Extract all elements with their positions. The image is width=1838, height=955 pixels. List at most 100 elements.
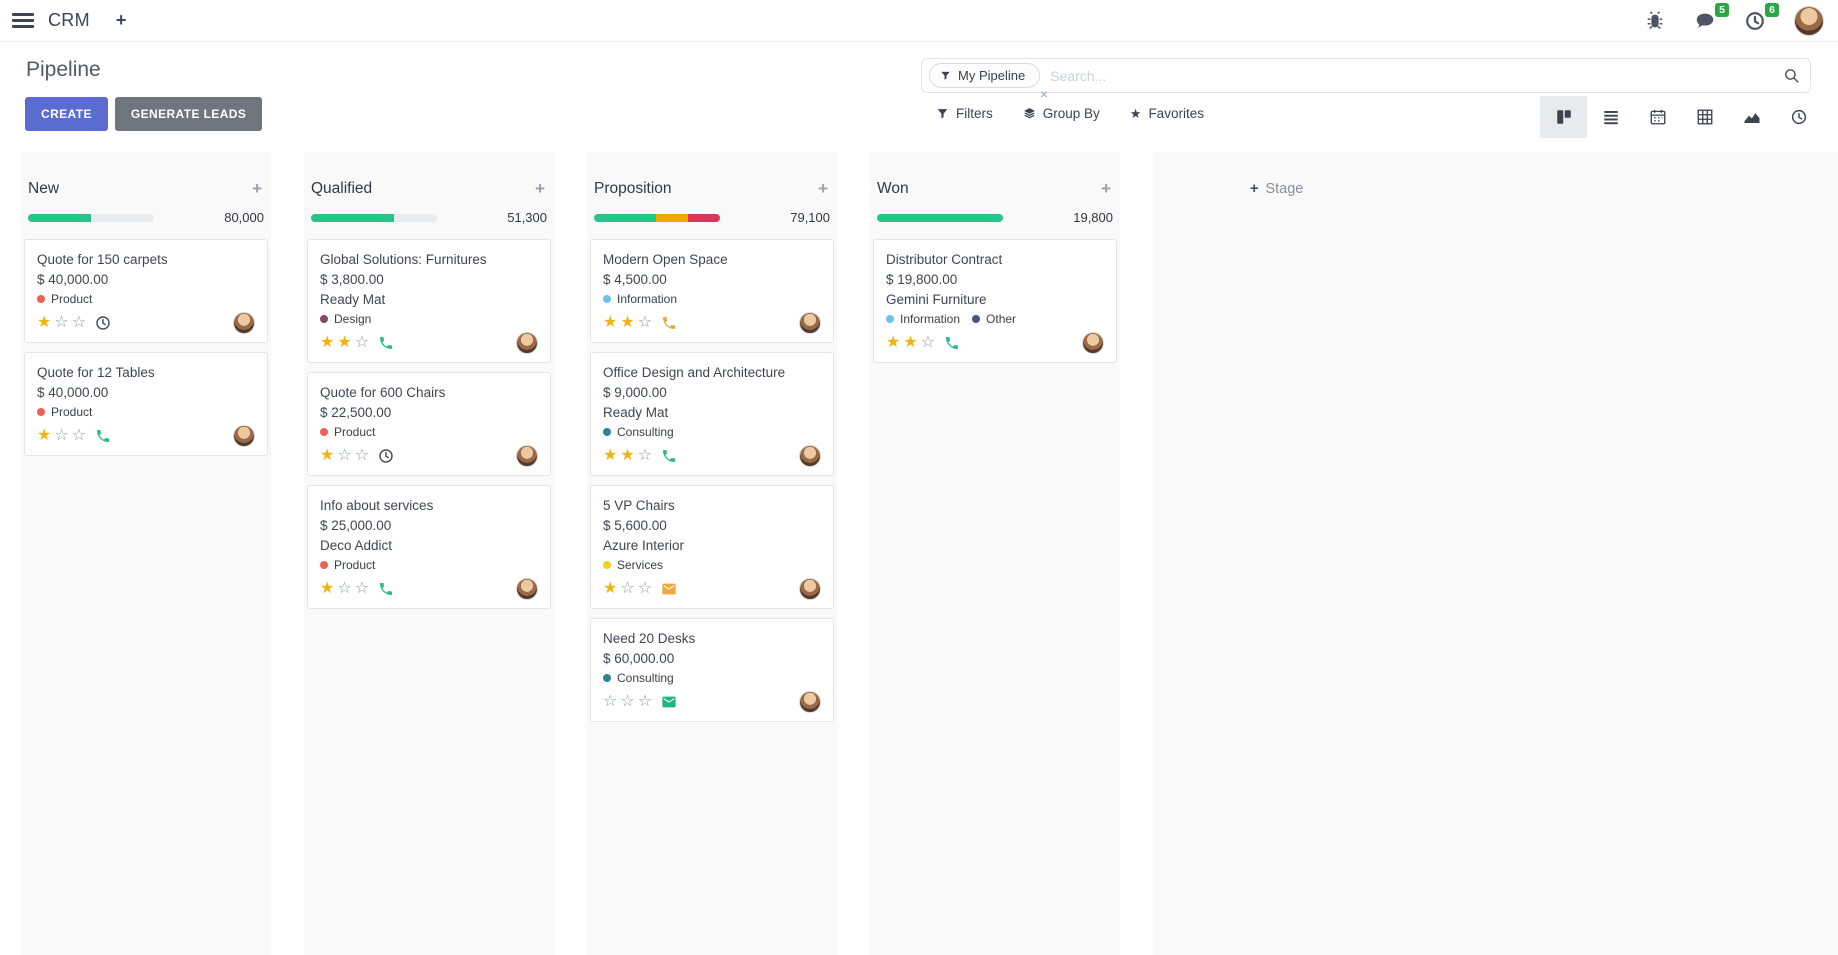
messages-icon[interactable]: 5 [1694,2,1729,32]
star-icon[interactable]: ☆ [637,693,653,710]
stage-progressbar[interactable] [28,213,154,222]
priority-stars[interactable]: ★ ☆ ☆ [603,580,652,598]
progress-segment[interactable] [91,213,154,222]
search-bar[interactable]: My Pipeline × [921,58,1811,101]
star-icon[interactable]: ★ [603,447,618,464]
clock-icon[interactable] [95,315,111,331]
envelope-icon[interactable] [661,694,677,710]
new-record-icon[interactable]: + [115,10,127,30]
star-icon[interactable]: ☆ [354,334,370,351]
star-icon[interactable]: ★ [886,334,901,351]
add-stage-button[interactable]: + Stage [1250,181,1303,197]
search-facet-my-pipeline[interactable]: My Pipeline [929,63,1041,88]
phone-icon[interactable] [661,315,677,331]
stage-progressbar[interactable] [877,213,1003,222]
kanban-card[interactable]: Info about services $ 25,000.00 Deco Add… [307,485,551,609]
kanban-card[interactable]: Quote for 150 carpets $ 40,000.00 Produc… [24,239,268,343]
priority-stars[interactable]: ★ ★ ☆ [320,334,369,352]
progress-segment[interactable] [688,213,720,222]
progress-segment[interactable] [394,213,437,222]
star-icon[interactable]: ★ [320,580,335,597]
kanban-card[interactable]: Quote for 12 Tables $ 40,000.00 Product … [24,352,268,456]
star-icon[interactable]: ★ [903,334,918,351]
add-record-icon[interactable]: + [818,179,828,198]
user-avatar[interactable] [1794,5,1824,36]
app-name[interactable]: CRM [48,10,90,30]
star-icon[interactable]: ☆ [337,580,352,597]
star-icon[interactable]: ☆ [637,580,653,597]
progress-segment[interactable] [311,213,395,222]
add-record-icon[interactable]: + [1101,179,1111,198]
bug-icon[interactable] [1644,10,1666,32]
star-icon[interactable]: ☆ [920,334,936,351]
star-icon[interactable]: ★ [320,334,335,351]
kanban-view-button[interactable] [1540,96,1587,138]
kanban-card[interactable]: Quote for 600 Chairs $ 22,500.00 Product… [307,372,551,476]
activity-view-button[interactable] [1775,96,1822,138]
graph-view-button[interactable] [1728,96,1775,138]
clock-icon[interactable] [378,448,394,464]
salesperson-avatar[interactable] [799,312,821,334]
priority-stars[interactable]: ★ ☆ ☆ [320,447,369,465]
priority-stars[interactable]: ★ ☆ ☆ [320,580,369,598]
salesperson-avatar[interactable] [516,578,538,600]
activities-clock-icon[interactable]: 6 [1744,2,1779,32]
progress-segment[interactable] [594,213,656,222]
phone-icon[interactable] [944,335,960,351]
phone-icon[interactable] [378,335,394,351]
search-icon[interactable] [1783,67,1800,84]
star-icon[interactable]: ☆ [71,427,87,444]
salesperson-avatar[interactable] [233,425,255,447]
calendar-view-button[interactable] [1634,96,1681,138]
progress-segment[interactable] [28,213,91,222]
phone-icon[interactable] [661,448,677,464]
salesperson-avatar[interactable] [799,578,821,600]
add-record-icon[interactable]: + [535,179,545,198]
priority-stars[interactable]: ★ ★ ☆ [603,447,652,465]
star-icon[interactable]: ☆ [354,447,370,464]
star-icon[interactable]: ☆ [54,427,69,444]
salesperson-avatar[interactable] [799,691,821,713]
kanban-card[interactable]: Global Solutions: Furnitures $ 3,800.00 … [307,239,551,363]
favorites-button[interactable]: ★ Favorites [1130,106,1204,121]
salesperson-avatar[interactable] [516,445,538,467]
salesperson-avatar[interactable] [1082,332,1104,354]
star-icon[interactable]: ☆ [71,314,87,331]
facet-remove-icon[interactable]: × [1040,86,1049,102]
stage-progressbar[interactable] [311,213,437,222]
star-icon[interactable]: ☆ [354,580,370,597]
star-icon[interactable]: ☆ [637,314,653,331]
progress-segment[interactable] [877,213,1003,222]
salesperson-avatar[interactable] [516,332,538,354]
pivot-view-button[interactable] [1681,96,1728,138]
progress-segment[interactable] [655,213,689,222]
star-icon[interactable]: ☆ [337,447,352,464]
phone-icon[interactable] [378,581,394,597]
kanban-card[interactable]: Distributor Contract $ 19,800.00 Gemini … [873,239,1117,363]
star-icon[interactable]: ★ [603,580,618,597]
star-icon[interactable]: ★ [320,447,335,464]
phone-icon[interactable] [95,428,111,444]
create-button[interactable]: CREATE [25,97,108,131]
filters-button[interactable]: Filters [936,106,993,121]
star-icon[interactable]: ★ [337,334,352,351]
star-icon[interactable]: ☆ [603,693,618,710]
search-input[interactable] [1050,67,1783,84]
star-icon[interactable]: ☆ [620,580,635,597]
list-view-button[interactable] [1587,96,1634,138]
priority-stars[interactable]: ★ ★ ☆ [886,334,935,352]
star-icon[interactable]: ★ [37,427,52,444]
kanban-card[interactable]: Need 20 Desks $ 60,000.00 Consulting ☆ ☆… [590,618,834,722]
star-icon[interactable]: ★ [620,447,635,464]
kanban-card[interactable]: Office Design and Architecture $ 9,000.0… [590,352,834,476]
stage-progressbar[interactable] [594,213,720,222]
envelope-icon[interactable] [661,581,677,597]
salesperson-avatar[interactable] [799,445,821,467]
priority-stars[interactable]: ★ ★ ☆ [603,314,652,332]
star-icon[interactable]: ★ [603,314,618,331]
apps-menu-icon[interactable] [12,13,34,28]
star-icon[interactable]: ☆ [54,314,69,331]
priority-stars[interactable]: ☆ ☆ ☆ [603,693,652,711]
generate-leads-button[interactable]: GENERATE LEADS [114,97,263,131]
star-icon[interactable]: ★ [620,314,635,331]
